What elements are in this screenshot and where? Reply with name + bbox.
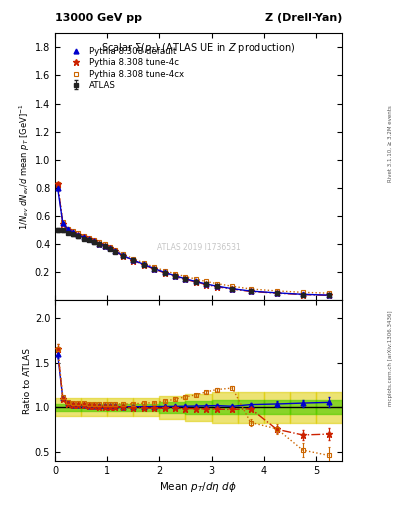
Line: Pythia 8.308 default: Pythia 8.308 default — [55, 185, 331, 297]
Pythia 8.308 tune-4c — [300, 291, 305, 297]
Pythia 8.308 tune-4cx — [214, 281, 219, 287]
Pythia 8.308 tune-4cx — [76, 230, 81, 237]
Pythia 8.308 tune-4c — [92, 239, 97, 245]
Pythia 8.308 default — [102, 243, 107, 249]
Text: mcplots.cern.ch [arXiv:1306.3436]: mcplots.cern.ch [arXiv:1306.3436] — [387, 311, 393, 406]
Pythia 8.308 default — [66, 226, 70, 232]
Pythia 8.308 tune-4cx — [204, 279, 209, 285]
Pythia 8.308 tune-4c — [55, 181, 60, 187]
Pythia 8.308 default — [107, 245, 112, 251]
Pythia 8.308 tune-4cx — [107, 244, 112, 250]
Pythia 8.308 tune-4cx — [66, 226, 70, 232]
Pythia 8.308 tune-4c — [141, 262, 146, 268]
Pythia 8.308 tune-4c — [97, 241, 102, 247]
Pythia 8.308 tune-4cx — [81, 232, 86, 239]
Pythia 8.308 tune-4cx — [193, 276, 198, 282]
Line: Pythia 8.308 tune-4cx: Pythia 8.308 tune-4cx — [55, 181, 331, 295]
Pythia 8.308 tune-4c — [113, 248, 118, 254]
Pythia 8.308 tune-4cx — [86, 234, 91, 241]
Pythia 8.308 default — [131, 257, 136, 263]
Pythia 8.308 default — [71, 229, 75, 236]
Pythia 8.308 tune-4cx — [61, 219, 65, 225]
Pythia 8.308 tune-4c — [214, 284, 219, 290]
Text: Rivet 3.1.10, ≥ 3.2M events: Rivet 3.1.10, ≥ 3.2M events — [387, 105, 393, 182]
Pythia 8.308 tune-4cx — [71, 228, 75, 234]
Pythia 8.308 tune-4cx — [121, 251, 125, 257]
Pythia 8.308 tune-4cx — [152, 264, 156, 270]
Pythia 8.308 tune-4cx — [55, 181, 60, 187]
Pythia 8.308 default — [97, 241, 102, 247]
Pythia 8.308 default — [327, 292, 331, 298]
Pythia 8.308 default — [193, 279, 198, 285]
Pythia 8.308 tune-4cx — [248, 286, 253, 292]
Pythia 8.308 tune-4c — [102, 243, 107, 249]
Pythia 8.308 tune-4c — [121, 253, 125, 259]
Pythia 8.308 default — [204, 281, 209, 287]
Pythia 8.308 tune-4cx — [230, 283, 235, 289]
Pythia 8.308 tune-4cx — [173, 271, 177, 277]
Pythia 8.308 tune-4cx — [92, 237, 97, 243]
Pythia 8.308 tune-4c — [230, 286, 235, 292]
Pythia 8.308 tune-4cx — [113, 246, 118, 252]
Y-axis label: $1/N_{ev}\ dN_{ev}/d\ \mathrm{mean}\ p_T\ [\mathrm{GeV}]^{-1}$: $1/N_{ev}\ dN_{ev}/d\ \mathrm{mean}\ p_T… — [18, 103, 32, 230]
Pythia 8.308 tune-4cx — [131, 255, 136, 262]
Text: 13000 GeV pp: 13000 GeV pp — [55, 13, 142, 23]
Pythia 8.308 default — [230, 286, 235, 292]
Pythia 8.308 tune-4c — [274, 290, 279, 296]
Pythia 8.308 default — [162, 269, 167, 275]
Pythia 8.308 default — [55, 185, 60, 191]
Pythia 8.308 tune-4c — [183, 276, 188, 283]
Pythia 8.308 tune-4c — [76, 232, 81, 238]
Pythia 8.308 tune-4cx — [183, 273, 188, 280]
Pythia 8.308 tune-4c — [131, 258, 136, 264]
Pythia 8.308 tune-4c — [66, 227, 70, 233]
Pythia 8.308 tune-4c — [248, 288, 253, 294]
Pythia 8.308 default — [300, 291, 305, 297]
Pythia 8.308 tune-4cx — [97, 239, 102, 245]
Pythia 8.308 default — [152, 266, 156, 272]
Pythia 8.308 default — [86, 236, 91, 242]
Y-axis label: Ratio to ATLAS: Ratio to ATLAS — [23, 348, 32, 414]
Pythia 8.308 tune-4cx — [102, 241, 107, 247]
Text: Z (Drell-Yan): Z (Drell-Yan) — [264, 13, 342, 23]
Pythia 8.308 default — [92, 239, 97, 245]
Legend: Pythia 8.308 default, Pythia 8.308 tune-4c, Pythia 8.308 tune-4cx, ATLAS: Pythia 8.308 default, Pythia 8.308 tune-… — [65, 46, 186, 92]
Text: ATLAS 2019 I1736531: ATLAS 2019 I1736531 — [156, 243, 241, 251]
Pythia 8.308 default — [113, 248, 118, 254]
Pythia 8.308 default — [61, 220, 65, 226]
Pythia 8.308 tune-4c — [193, 279, 198, 285]
Pythia 8.308 tune-4cx — [274, 288, 279, 294]
Pythia 8.308 tune-4cx — [300, 289, 305, 295]
Pythia 8.308 default — [173, 273, 177, 279]
Pythia 8.308 default — [76, 232, 81, 238]
Pythia 8.308 default — [248, 288, 253, 294]
Pythia 8.308 tune-4c — [81, 234, 86, 240]
Line: Pythia 8.308 tune-4c: Pythia 8.308 tune-4c — [55, 181, 332, 298]
Pythia 8.308 tune-4c — [61, 221, 65, 227]
Pythia 8.308 tune-4c — [173, 273, 177, 280]
Pythia 8.308 default — [214, 283, 219, 289]
Pythia 8.308 tune-4cx — [162, 268, 167, 274]
Pythia 8.308 default — [274, 290, 279, 296]
Text: Scalar $\Sigma(p_T)$ (ATLAS UE in $Z$ production): Scalar $\Sigma(p_T)$ (ATLAS UE in $Z$ pr… — [101, 41, 296, 55]
Pythia 8.308 tune-4c — [327, 292, 331, 298]
Pythia 8.308 default — [183, 276, 188, 282]
Pythia 8.308 tune-4c — [162, 270, 167, 276]
Pythia 8.308 tune-4cx — [327, 290, 331, 296]
Pythia 8.308 tune-4c — [86, 236, 91, 242]
X-axis label: Mean $p_T/d\eta\ d\phi$: Mean $p_T/d\eta\ d\phi$ — [160, 480, 237, 494]
Pythia 8.308 default — [141, 261, 146, 267]
Pythia 8.308 default — [121, 252, 125, 259]
Pythia 8.308 tune-4c — [71, 229, 75, 236]
Pythia 8.308 tune-4c — [152, 266, 156, 272]
Pythia 8.308 default — [81, 234, 86, 240]
Pythia 8.308 tune-4c — [204, 282, 209, 288]
Pythia 8.308 tune-4c — [107, 245, 112, 251]
Pythia 8.308 tune-4cx — [141, 260, 146, 266]
